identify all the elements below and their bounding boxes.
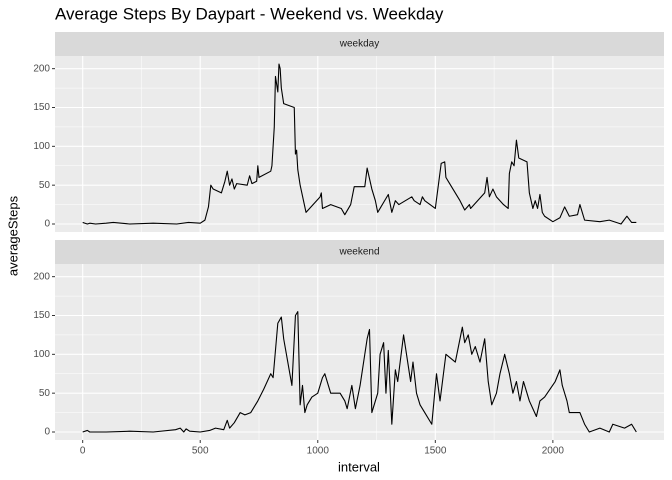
strip-label: weekend bbox=[338, 247, 379, 258]
y-tick-label: 100 bbox=[33, 349, 50, 360]
x-tick-label: 2000 bbox=[542, 446, 565, 457]
x-tick-label: 500 bbox=[192, 446, 209, 457]
x-tick-label: 1500 bbox=[424, 446, 447, 457]
y-tick-label: 0 bbox=[44, 427, 50, 438]
x-axis-title: interval bbox=[338, 459, 380, 474]
y-tick-label: 100 bbox=[33, 141, 50, 152]
y-tick-label: 200 bbox=[33, 271, 50, 282]
data-line bbox=[82, 311, 637, 433]
y-axis-title: averageSteps bbox=[5, 195, 20, 276]
y-tick-label: 0 bbox=[44, 219, 50, 230]
data-line bbox=[82, 63, 637, 225]
y-tick-label: 150 bbox=[33, 102, 50, 113]
chart-title: Average Steps By Daypart - Weekend vs. W… bbox=[55, 4, 444, 23]
panel bbox=[55, 264, 664, 440]
x-tick-label: 0 bbox=[80, 446, 86, 457]
x-tick-label: 1000 bbox=[307, 446, 330, 457]
strip-label: weekday bbox=[339, 39, 379, 50]
y-tick-label: 150 bbox=[33, 310, 50, 321]
panel bbox=[55, 56, 664, 232]
y-tick-label: 50 bbox=[39, 180, 51, 191]
strip bbox=[55, 32, 664, 56]
y-tick-label: 200 bbox=[33, 63, 50, 74]
y-tick-label: 50 bbox=[39, 388, 51, 399]
strip bbox=[55, 240, 664, 264]
